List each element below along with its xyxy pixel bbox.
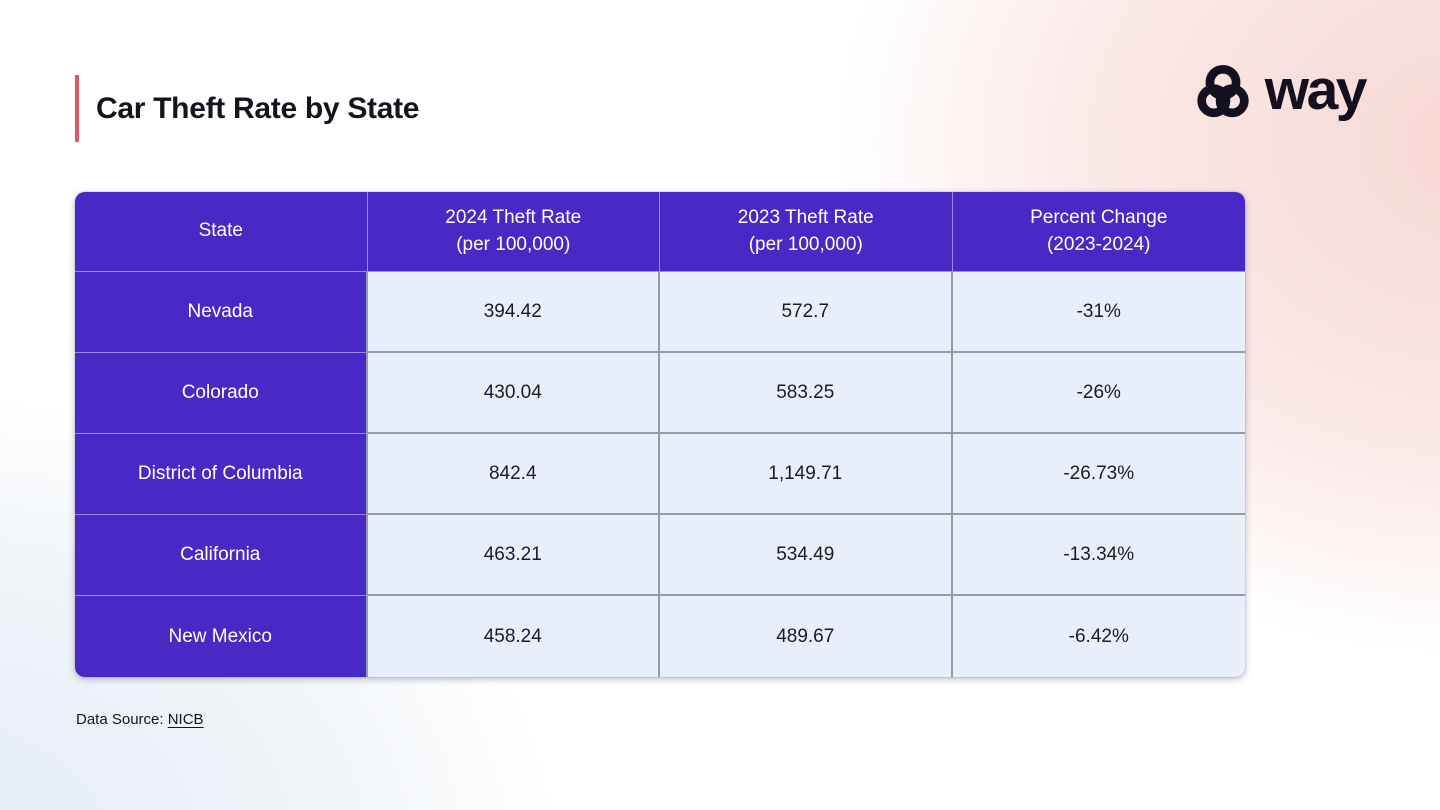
rate-2024-cell: 394.42 xyxy=(367,272,660,353)
rate-2023-cell: 572.7 xyxy=(660,272,953,353)
percent-change-cell: -26.73% xyxy=(952,434,1245,515)
header-line: State xyxy=(198,220,243,242)
rate-2023-cell: 1,149.71 xyxy=(660,434,953,515)
way-wordmark: way xyxy=(1264,58,1368,122)
column-header-2024-rate: 2024 Theft Rate (per 100,000) xyxy=(367,192,660,272)
percent-change-cell: -26% xyxy=(952,353,1245,434)
percent-change-cell: -13.34% xyxy=(952,515,1245,596)
column-header-state: State xyxy=(75,192,368,272)
rate-2024-cell: 430.04 xyxy=(367,353,660,434)
rate-2024-cell: 458.24 xyxy=(367,596,660,677)
rate-2023-cell: 489.67 xyxy=(660,596,953,677)
way-knot-icon xyxy=(1197,64,1249,117)
header-subline: (per 100,000) xyxy=(748,233,863,255)
page-title: Car Theft Rate by State xyxy=(96,91,420,125)
header-line: Percent Change xyxy=(1030,206,1168,228)
state-cell: District of Columbia xyxy=(75,434,368,515)
header-subline: (2023-2024) xyxy=(1046,233,1151,255)
table-header-row: State 2024 Theft Rate (per 100,000) 2023… xyxy=(75,192,1245,272)
rate-2023-cell: 534.49 xyxy=(660,515,953,596)
state-cell: Colorado xyxy=(75,353,368,434)
table-row-new-mexico: New Mexico 458.24 489.67 -6.42% xyxy=(75,596,1245,677)
rate-2024-cell: 842.4 xyxy=(367,434,660,515)
nicb-link[interactable]: NICB xyxy=(167,711,204,728)
data-source: Data Source: NICB xyxy=(76,711,204,728)
state-cell: California xyxy=(75,515,368,596)
rate-2023-cell: 583.25 xyxy=(660,353,953,434)
column-header-percent-change: Percent Change (2023-2024) xyxy=(952,192,1245,272)
table-row-colorado: Colorado 430.04 583.25 -26% xyxy=(75,353,1245,434)
table-row-district-of-columbia: District of Columbia 842.4 1,149.71 -26.… xyxy=(75,434,1245,515)
title-accent-bar xyxy=(75,75,79,142)
state-cell: New Mexico xyxy=(75,596,368,677)
table-row-nevada: Nevada 394.42 572.7 -31% xyxy=(75,272,1245,353)
data-source-label: Data Source: xyxy=(76,711,164,728)
table-row-california: California 463.21 534.49 -13.34% xyxy=(75,515,1245,596)
theft-rate-table: State 2024 Theft Rate (per 100,000) 2023… xyxy=(75,192,1245,677)
state-cell: Nevada xyxy=(75,272,368,353)
header-line: 2024 Theft Rate xyxy=(445,206,582,228)
column-header-2023-rate: 2023 Theft Rate (per 100,000) xyxy=(660,192,953,272)
title-block: Car Theft Rate by State xyxy=(75,75,419,142)
header-line: 2023 Theft Rate xyxy=(737,206,874,228)
rate-2024-cell: 463.21 xyxy=(367,515,660,596)
percent-change-cell: -31% xyxy=(952,272,1245,353)
percent-change-cell: -6.42% xyxy=(952,596,1245,677)
brand-logo: way xyxy=(1192,58,1368,125)
header-subline: (per 100,000) xyxy=(456,233,571,255)
